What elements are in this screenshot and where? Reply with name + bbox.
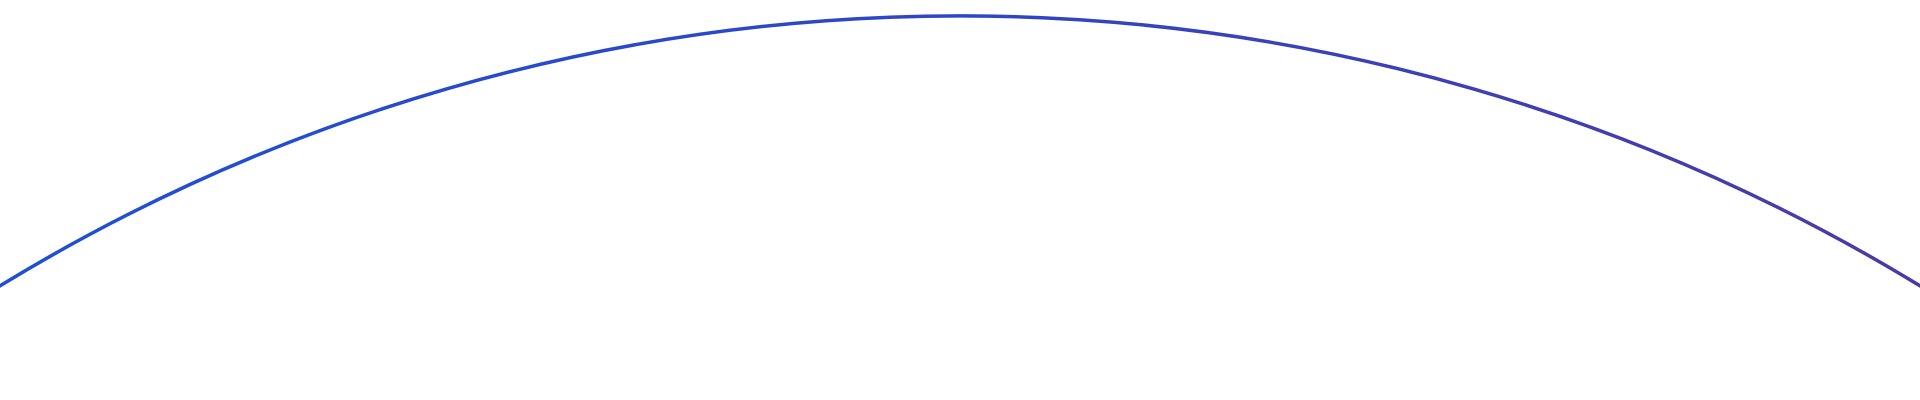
arc-stroke [0,14,1920,288]
